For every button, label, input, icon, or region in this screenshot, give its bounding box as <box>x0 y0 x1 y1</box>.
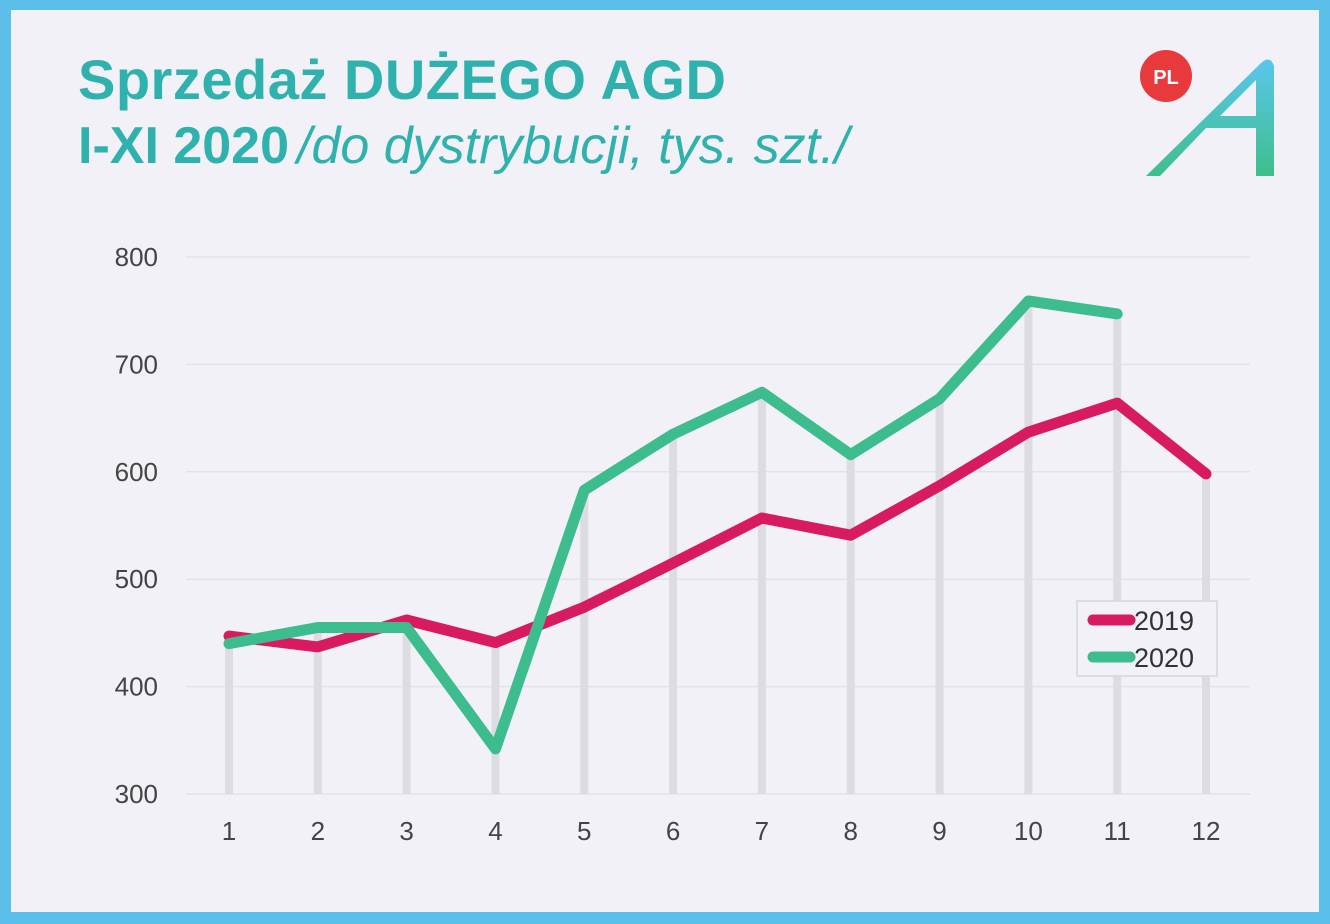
x-tick-label-9: 9 <box>932 816 946 846</box>
vertical-guides <box>225 301 1210 794</box>
x-tick-label-2: 2 <box>311 816 325 846</box>
x-tick-label-11: 11 <box>1104 816 1131 846</box>
y-tick-label-600: 600 <box>115 457 158 487</box>
x-tick-label-4: 4 <box>488 816 502 846</box>
subtitle-period: I-XI 2020 <box>78 117 290 175</box>
subtitle-unit: /do dystrybucji, tys. szt./ <box>297 117 849 175</box>
chart-title: Sprzedaż DUŻEGO AGD <box>78 48 727 111</box>
letter-a-logo-icon <box>1146 59 1274 176</box>
x-tick-label-5: 5 <box>577 816 591 846</box>
x-tick-label-1: 1 <box>222 816 236 846</box>
y-tick-label-300: 300 <box>115 779 158 809</box>
y-tick-label-400: 400 <box>115 672 158 702</box>
legend: 2019 2020 <box>1076 600 1218 677</box>
badge-label: PL <box>1153 67 1179 89</box>
gridlines <box>186 256 1250 795</box>
x-tick-label-7: 7 <box>755 816 769 846</box>
chart-subtitle: I-XI 2020/do dystrybucji, tys. szt./ <box>78 120 849 172</box>
x-tick-label-8: 8 <box>843 816 857 846</box>
y-tick-label-700: 700 <box>115 349 158 379</box>
y-tick-label-800: 800 <box>115 242 158 272</box>
x-tick-label-12: 12 <box>1192 816 1221 846</box>
x-tick-label-3: 3 <box>399 816 413 846</box>
x-tick-label-6: 6 <box>666 816 680 846</box>
series-lines <box>223 295 1212 755</box>
x-axis-ticks: 1 2 3 4 5 6 7 8 9 10 11 12 <box>222 816 1221 846</box>
legend-box <box>1076 600 1218 677</box>
pl-badge: PL <box>1140 50 1192 102</box>
y-tick-label-500: 500 <box>115 564 158 594</box>
brand-logo: PL <box>1140 50 1274 176</box>
legend-label-2019: 2019 <box>1134 606 1194 636</box>
legend-label-2020: 2020 <box>1134 643 1194 673</box>
series-line-2020 <box>223 295 1123 755</box>
badge-circle <box>1140 50 1192 102</box>
y-axis-ticks: 300 400 500 600 700 800 <box>115 242 158 809</box>
series-line-2019 <box>223 397 1212 653</box>
x-tick-label-10: 10 <box>1014 816 1043 846</box>
